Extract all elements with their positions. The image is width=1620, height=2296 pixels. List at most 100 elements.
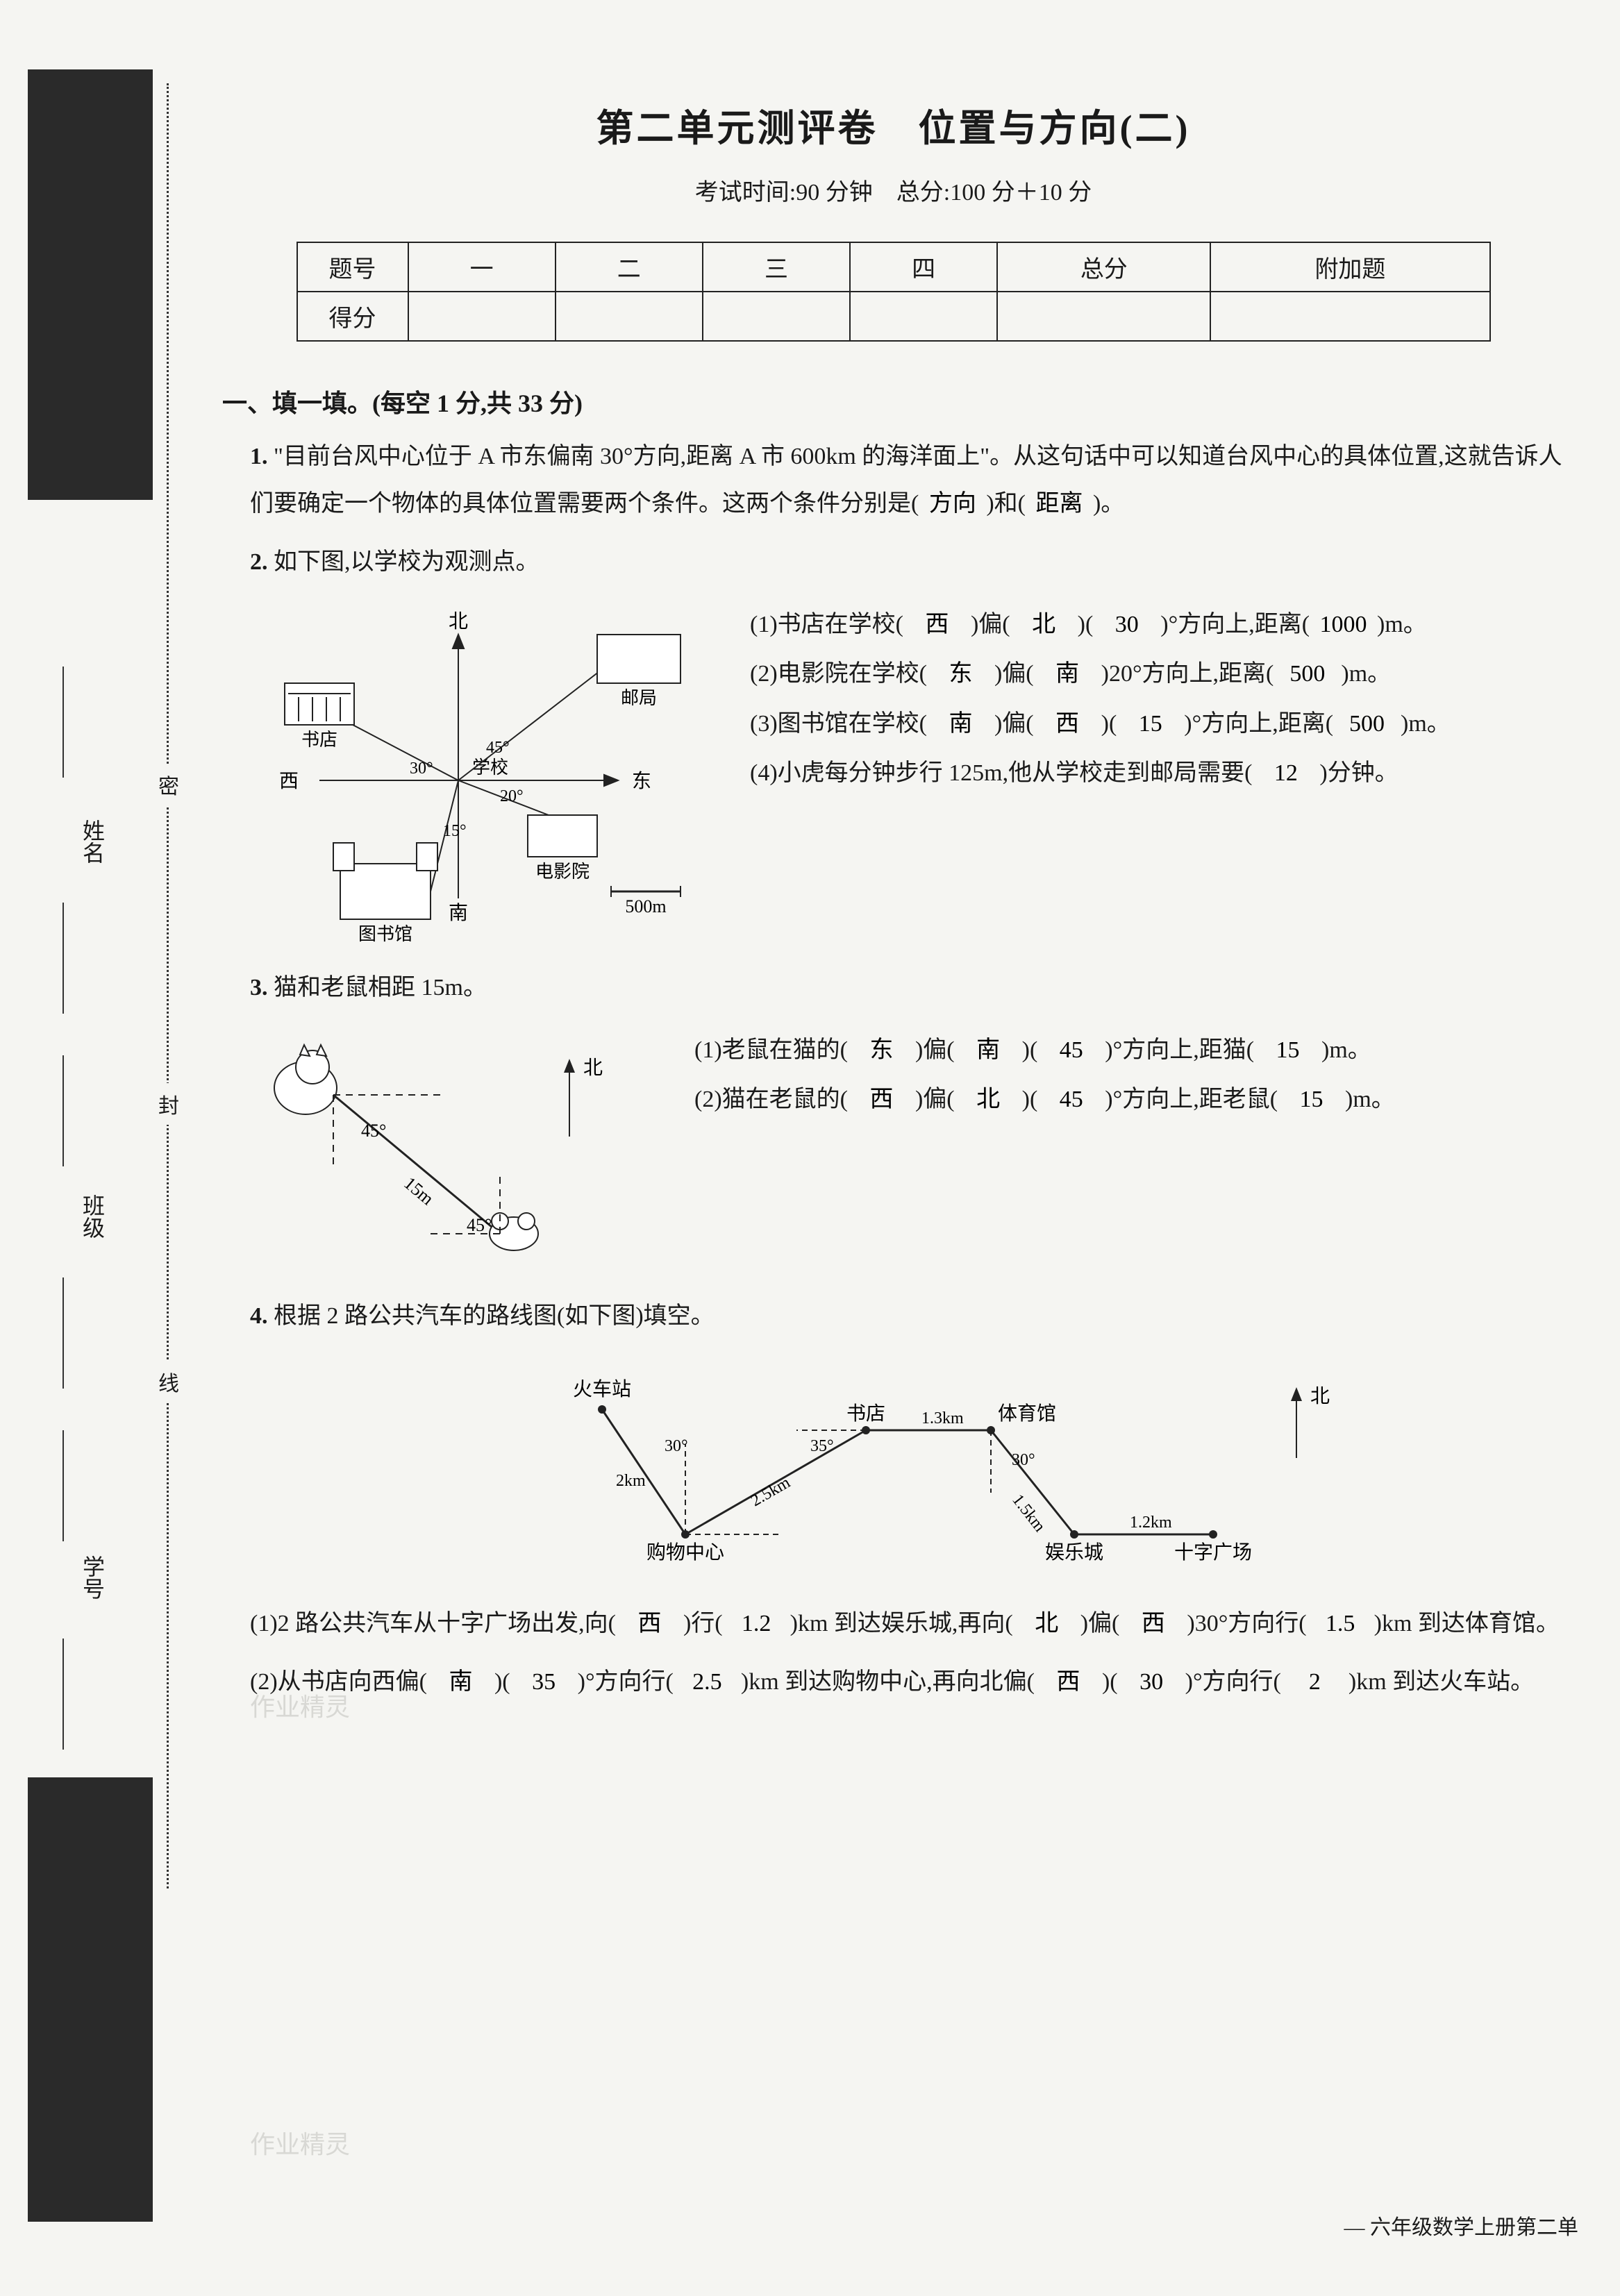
blank-answer[interactable]: 500 bbox=[1339, 699, 1395, 748]
text: )偏( bbox=[1080, 1611, 1120, 1636]
sub-item: (4)小虎每分钟步行 125m,他从学校走到邮局需要( 12 )分钟。 bbox=[750, 748, 1564, 798]
text: )m。 bbox=[1401, 711, 1451, 737]
line-class-2 bbox=[62, 1277, 64, 1389]
text: (1)老鼠在猫的( bbox=[694, 1037, 848, 1063]
content-area: 第二单元测评卷 位置与方向(二) 考试时间:90 分钟 总分:100 分＋10 … bbox=[222, 97, 1564, 1706]
blank-answer[interactable]: 45 bbox=[1044, 1025, 1099, 1075]
problem-4: 4. 根据 2 路公共汽车的路线图(如下图)填空。 bbox=[250, 1293, 1564, 1340]
blank-answer[interactable]: 500 bbox=[1280, 649, 1335, 698]
problem-num: 3. bbox=[250, 975, 268, 1000]
blank-answer[interactable]: 西 bbox=[1040, 1659, 1096, 1706]
blank-answer[interactable]: 距离 bbox=[1031, 480, 1087, 528]
text: (2)猫在老鼠的( bbox=[694, 1087, 848, 1112]
diagram-school: 北 南 东 西 学校 30° 45° 20° 1 bbox=[222, 600, 722, 950]
text: )偏( bbox=[915, 1087, 955, 1112]
th-2: 二 bbox=[556, 242, 703, 292]
problem-3: 3. 猫和老鼠相距 15m。 bbox=[250, 964, 1564, 1012]
label-east: 东 bbox=[632, 770, 651, 792]
blank-answer[interactable]: 1.5 bbox=[1312, 1600, 1368, 1648]
problem-num: 1. bbox=[250, 444, 268, 469]
binding-block-top bbox=[28, 69, 153, 500]
label-north: 北 bbox=[1310, 1386, 1330, 1407]
text: )°方向行( bbox=[1185, 1669, 1281, 1695]
label-bookstore: 书店 bbox=[301, 730, 337, 750]
blank-answer[interactable]: 东 bbox=[933, 649, 988, 698]
score-cell[interactable] bbox=[408, 292, 556, 341]
blank-answer[interactable]: 南 bbox=[960, 1025, 1016, 1075]
text: )km 到达购物中心,再向北偏( bbox=[741, 1669, 1035, 1695]
blank-answer[interactable]: 2.5 bbox=[679, 1659, 735, 1706]
blank-answer[interactable]: 45 bbox=[1044, 1075, 1099, 1124]
text: (3)图书馆在学校( bbox=[750, 711, 927, 737]
blank-answer[interactable]: 12 bbox=[1258, 748, 1314, 798]
blank-answer[interactable]: 西 bbox=[1126, 1600, 1181, 1648]
text: )偏( bbox=[971, 612, 1010, 637]
problem-4-item-1: (1)2 路公共汽车从十字广场出发,向( 西 )行( 1.2 )km 到达娱乐城… bbox=[250, 1600, 1564, 1648]
problem-num: 2. bbox=[250, 549, 268, 575]
sub-item: (3)图书馆在学校( 南 )偏( 西 )( 15 )°方向上,距离( 500 )… bbox=[750, 699, 1564, 748]
binding-strip bbox=[28, 69, 153, 528]
problem-2-body: 北 南 东 西 学校 30° 45° 20° 1 bbox=[222, 600, 1564, 950]
diagram-cat-mouse: 北 45° 15m bbox=[222, 1025, 667, 1279]
node-bookstore: 书店 bbox=[846, 1402, 885, 1425]
blank-answer[interactable]: 北 bbox=[1019, 1600, 1074, 1648]
blank-answer[interactable]: 北 bbox=[1016, 600, 1071, 649]
edge-1_3km: 1.3km bbox=[921, 1409, 964, 1427]
text: )30°方向行( bbox=[1187, 1611, 1306, 1636]
blank-answer[interactable]: 30 bbox=[1099, 600, 1155, 649]
blank-answer[interactable]: 1.2 bbox=[728, 1600, 784, 1648]
angle-45: 45° bbox=[486, 739, 510, 757]
blank-answer[interactable]: 35 bbox=[516, 1659, 571, 1706]
blank-answer[interactable]: 15 bbox=[1123, 699, 1178, 748]
blank-answer[interactable]: 南 bbox=[433, 1659, 488, 1706]
blank-answer[interactable]: 方向 bbox=[925, 480, 980, 528]
blank-answer[interactable]: 2 bbox=[1287, 1659, 1342, 1706]
score-cell[interactable] bbox=[1210, 292, 1489, 341]
text: "目前台风中心位于 A 市东偏南 30°方向,距离 A 市 600km 的海洋面… bbox=[250, 444, 1562, 517]
label-north: 北 bbox=[583, 1057, 603, 1079]
node-club: 娱乐城 bbox=[1044, 1541, 1103, 1564]
text: )( bbox=[1022, 1087, 1038, 1112]
blank-answer[interactable]: 1000 bbox=[1316, 600, 1371, 649]
blank-answer[interactable]: 30 bbox=[1124, 1659, 1179, 1706]
table-row: 题号 一 二 三 四 总分 附加题 bbox=[297, 242, 1490, 292]
blank-answer[interactable]: 西 bbox=[853, 1075, 909, 1124]
score-cell[interactable] bbox=[703, 292, 850, 341]
text: 如下图,以学校为观测点。 bbox=[274, 549, 540, 575]
blank-answer[interactable]: 东 bbox=[853, 1025, 909, 1075]
sub-item: (1)书店在学校( 西 )偏( 北 )( 30 )°方向上,距离( 1000 )… bbox=[750, 600, 1564, 649]
page-title: 第二单元测评卷 位置与方向(二) bbox=[222, 97, 1564, 152]
line-name bbox=[62, 667, 64, 778]
blank-answer[interactable]: 15 bbox=[1284, 1075, 1339, 1124]
score-cell[interactable] bbox=[997, 292, 1210, 341]
score-cell[interactable] bbox=[556, 292, 703, 341]
text: )m。 bbox=[1321, 1037, 1371, 1063]
text: )偏( bbox=[994, 711, 1034, 737]
blank-answer[interactable]: 西 bbox=[909, 600, 965, 649]
blank-answer[interactable]: 南 bbox=[933, 699, 988, 748]
node-square: 十字广场 bbox=[1174, 1541, 1251, 1564]
binding-block-bottom bbox=[28, 1777, 153, 2222]
problem-2-answers: (1)书店在学校( 西 )偏( 北 )( 30 )°方向上,距离( 1000 )… bbox=[750, 600, 1564, 798]
blank-answer[interactable]: 西 bbox=[621, 1600, 677, 1648]
angle-45-top: 45° bbox=[361, 1121, 386, 1141]
th-score: 得分 bbox=[297, 292, 408, 341]
section-1-title: 一、填一填。(每空 1 分,共 33 分) bbox=[222, 383, 1564, 419]
blank-answer[interactable]: 南 bbox=[1039, 649, 1095, 698]
score-cell[interactable] bbox=[850, 292, 997, 341]
blank-answer[interactable]: 西 bbox=[1039, 699, 1095, 748]
th-total: 总分 bbox=[997, 242, 1210, 292]
blank-answer[interactable]: 15 bbox=[1260, 1025, 1316, 1075]
text: )。 bbox=[1093, 491, 1124, 517]
text: )km 到达娱乐城,再向( bbox=[790, 1611, 1013, 1636]
text: )°方向上,距猫( bbox=[1105, 1037, 1254, 1063]
text: 根据 2 路公共汽车的路线图(如下图)填空。 bbox=[274, 1303, 715, 1329]
line-class bbox=[62, 1055, 64, 1166]
edge-1_5km: 1.5km bbox=[1008, 1491, 1049, 1536]
text: )m。 bbox=[1341, 661, 1391, 687]
text: (1)书店在学校( bbox=[750, 612, 903, 637]
table-row: 得分 bbox=[297, 292, 1490, 341]
blank-answer[interactable]: 北 bbox=[960, 1075, 1016, 1124]
problem-num: 4. bbox=[250, 1303, 268, 1329]
label-post: 邮局 bbox=[621, 688, 657, 708]
